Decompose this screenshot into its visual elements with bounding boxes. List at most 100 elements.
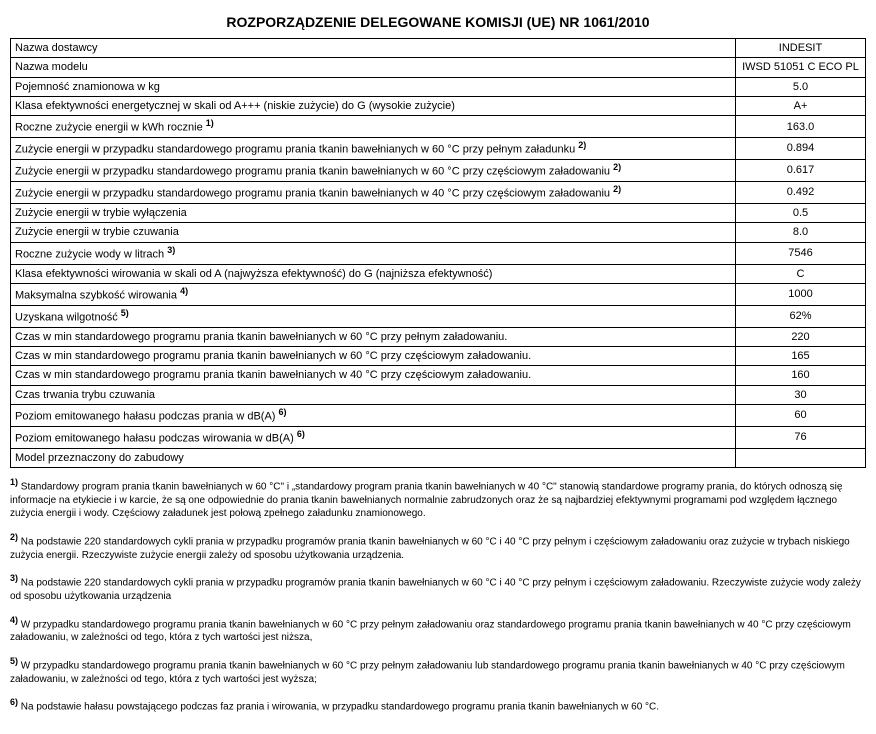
spec-label: Zużycie energii w trybie wyłączenia <box>11 204 736 223</box>
spec-value: 76 <box>736 426 866 448</box>
spec-value: 1000 <box>736 283 866 305</box>
spec-value: 5.0 <box>736 77 866 96</box>
spec-label-sup: 5) <box>121 308 129 318</box>
table-row: Poziom emitowanego hałasu podczas prania… <box>11 404 866 426</box>
spec-label-text: Zużycie energii w trybie wyłączenia <box>15 207 187 219</box>
table-row: Nazwa modeluIWSD 51051 C ECO PL <box>11 58 866 77</box>
footnote-text: Na podstawie hałasu powstającego podczas… <box>21 702 659 713</box>
table-row: Roczne zużycie wody w litrach 3)7546 <box>11 242 866 264</box>
spec-label: Poziom emitowanego hałasu podczas wirowa… <box>11 426 736 448</box>
spec-label: Czas w min standardowego programu prania… <box>11 327 736 346</box>
spec-label: Klasa efektywności energetycznej w skali… <box>11 96 736 115</box>
spec-value: 160 <box>736 366 866 385</box>
spec-label: Klasa efektywności wirowania w skali od … <box>11 264 736 283</box>
footnote-text: W przypadku standardowego programu prani… <box>10 619 851 644</box>
table-row: Czas w min standardowego programu prania… <box>11 327 866 346</box>
spec-label: Zużycie energii w przypadku standardoweg… <box>11 160 736 182</box>
table-row: Czas w min standardowego programu prania… <box>11 366 866 385</box>
footnote: 2) Na podstawie 220 standardowych cykli … <box>10 531 866 562</box>
footnote-text: Standardowy program prania tkanin bawełn… <box>10 481 842 519</box>
spec-label-text: Klasa efektywności wirowania w skali od … <box>15 268 492 280</box>
spec-label-text: Zużycie energii w przypadku standardoweg… <box>15 144 575 156</box>
footnote: 4) W przypadku standardowego programu pr… <box>10 614 866 645</box>
footnote: 1) Standardowy program prania tkanin baw… <box>10 476 866 521</box>
table-row: Czas trwania trybu czuwania 30 <box>11 385 866 404</box>
spec-label: Nazwa modelu <box>11 58 736 77</box>
spec-label-text: Czas w min standardowego programu prania… <box>15 331 507 343</box>
table-row: Zużycie energii w trybie czuwania 8.0 <box>11 223 866 242</box>
spec-label-text: Roczne zużycie wody w litrach <box>15 248 164 260</box>
spec-label-text: Model przeznaczony do zabudowy <box>15 452 184 464</box>
spec-value: 62% <box>736 305 866 327</box>
table-row: Nazwa dostawcy INDESIT <box>11 39 866 58</box>
spec-label-text: Poziom emitowanego hałasu podczas wirowa… <box>15 433 294 445</box>
spec-value: A+ <box>736 96 866 115</box>
spec-value: 0.894 <box>736 138 866 160</box>
footnote-num: 6) <box>10 697 18 707</box>
spec-label-sup: 1) <box>206 118 214 128</box>
table-row: Klasa efektywności wirowania w skali od … <box>11 264 866 283</box>
spec-label-text: Uzyskana wilgotność <box>15 311 118 323</box>
footnote: 3) Na podstawie 220 standardowych cykli … <box>10 572 866 603</box>
spec-label-text: Maksymalna szybkość wirowania <box>15 290 177 302</box>
spec-value: IWSD 51051 C ECO PL <box>736 58 866 77</box>
footnote-num: 5) <box>10 656 18 666</box>
spec-label-sup: 3) <box>167 245 175 255</box>
spec-label: Pojemność znamionowa w kg <box>11 77 736 96</box>
spec-value: C <box>736 264 866 283</box>
spec-value: 220 <box>736 327 866 346</box>
table-row: Zużycie energii w przypadku standardoweg… <box>11 138 866 160</box>
spec-label-sup: 2) <box>613 162 621 172</box>
spec-value: INDESIT <box>736 39 866 58</box>
spec-label-text: Czas trwania trybu czuwania <box>15 389 155 401</box>
spec-label-text: Pojemność znamionowa w kg <box>15 81 160 93</box>
spec-label-text: Nazwa dostawcy <box>15 42 98 54</box>
spec-label-sup: 6) <box>279 407 287 417</box>
table-row: Roczne zużycie energii w kWh rocznie 1) 1… <box>11 116 866 138</box>
spec-value <box>736 448 866 467</box>
table-row: Klasa efektywności energetycznej w skali… <box>11 96 866 115</box>
footnote-text: Na podstawie 220 standardowych cykli pra… <box>10 536 850 561</box>
spec-label: Roczne zużycie wody w litrach 3) <box>11 242 736 264</box>
spec-label: Maksymalna szybkość wirowania 4) <box>11 283 736 305</box>
spec-value: 30 <box>736 385 866 404</box>
table-row: Maksymalna szybkość wirowania 4)1000 <box>11 283 866 305</box>
spec-label: Model przeznaczony do zabudowy <box>11 448 736 467</box>
spec-value: 165 <box>736 347 866 366</box>
footnote-text: W przypadku standardowego programu prani… <box>10 660 845 685</box>
table-row: Zużycie energii w trybie wyłączenia0.5 <box>11 204 866 223</box>
spec-table: Nazwa dostawcy INDESITNazwa modeluIWSD 51… <box>10 38 866 468</box>
spec-value: 0.617 <box>736 160 866 182</box>
footnotes-section: 1) Standardowy program prania tkanin baw… <box>10 476 866 714</box>
spec-label: Zużycie energii w przypadku standardoweg… <box>11 138 736 160</box>
spec-label: Czas w min standardowego programu prania… <box>11 366 736 385</box>
spec-label: Uzyskana wilgotność 5) <box>11 305 736 327</box>
spec-value: 163.0 <box>736 116 866 138</box>
spec-label-text: Czas w min standardowego programu prania… <box>15 369 531 381</box>
table-row: Zużycie energii w przypadku standardoweg… <box>11 160 866 182</box>
table-row: Czas w min standardowego programu prania… <box>11 347 866 366</box>
spec-label: Czas trwania trybu czuwania <box>11 385 736 404</box>
spec-label-text: Zużycie energii w przypadku standardoweg… <box>15 166 610 178</box>
footnote-num: 2) <box>10 532 18 542</box>
spec-value: 7546 <box>736 242 866 264</box>
spec-label-text: Zużycie energii w trybie czuwania <box>15 226 179 238</box>
page-title: ROZPORZĄDZENIE DELEGOWANE KOMISJI (UE) N… <box>10 14 866 30</box>
spec-label-sup: 4) <box>180 286 188 296</box>
spec-value: 0.492 <box>736 182 866 204</box>
footnote: 5) W przypadku standardowego programu pr… <box>10 655 866 686</box>
footnote-text: Na podstawie 220 standardowych cykli pra… <box>10 578 861 603</box>
spec-label-text: Klasa efektywności energetycznej w skali… <box>15 100 455 112</box>
spec-label-sup: 2) <box>613 184 621 194</box>
spec-value: 8.0 <box>736 223 866 242</box>
spec-label-sup: 2) <box>578 140 586 150</box>
spec-label-text: Roczne zużycie energii w kWh rocznie <box>15 122 203 134</box>
spec-label: Czas w min standardowego programu prania… <box>11 347 736 366</box>
footnote-num: 4) <box>10 615 18 625</box>
spec-label: Nazwa dostawcy <box>11 39 736 58</box>
spec-label-text: Zużycie energii w przypadku standardoweg… <box>15 188 610 200</box>
table-row: Poziom emitowanego hałasu podczas wirowa… <box>11 426 866 448</box>
spec-label: Zużycie energii w przypadku standardoweg… <box>11 182 736 204</box>
table-row: Zużycie energii w przypadku standardoweg… <box>11 182 866 204</box>
spec-label-sup: 6) <box>297 429 305 439</box>
